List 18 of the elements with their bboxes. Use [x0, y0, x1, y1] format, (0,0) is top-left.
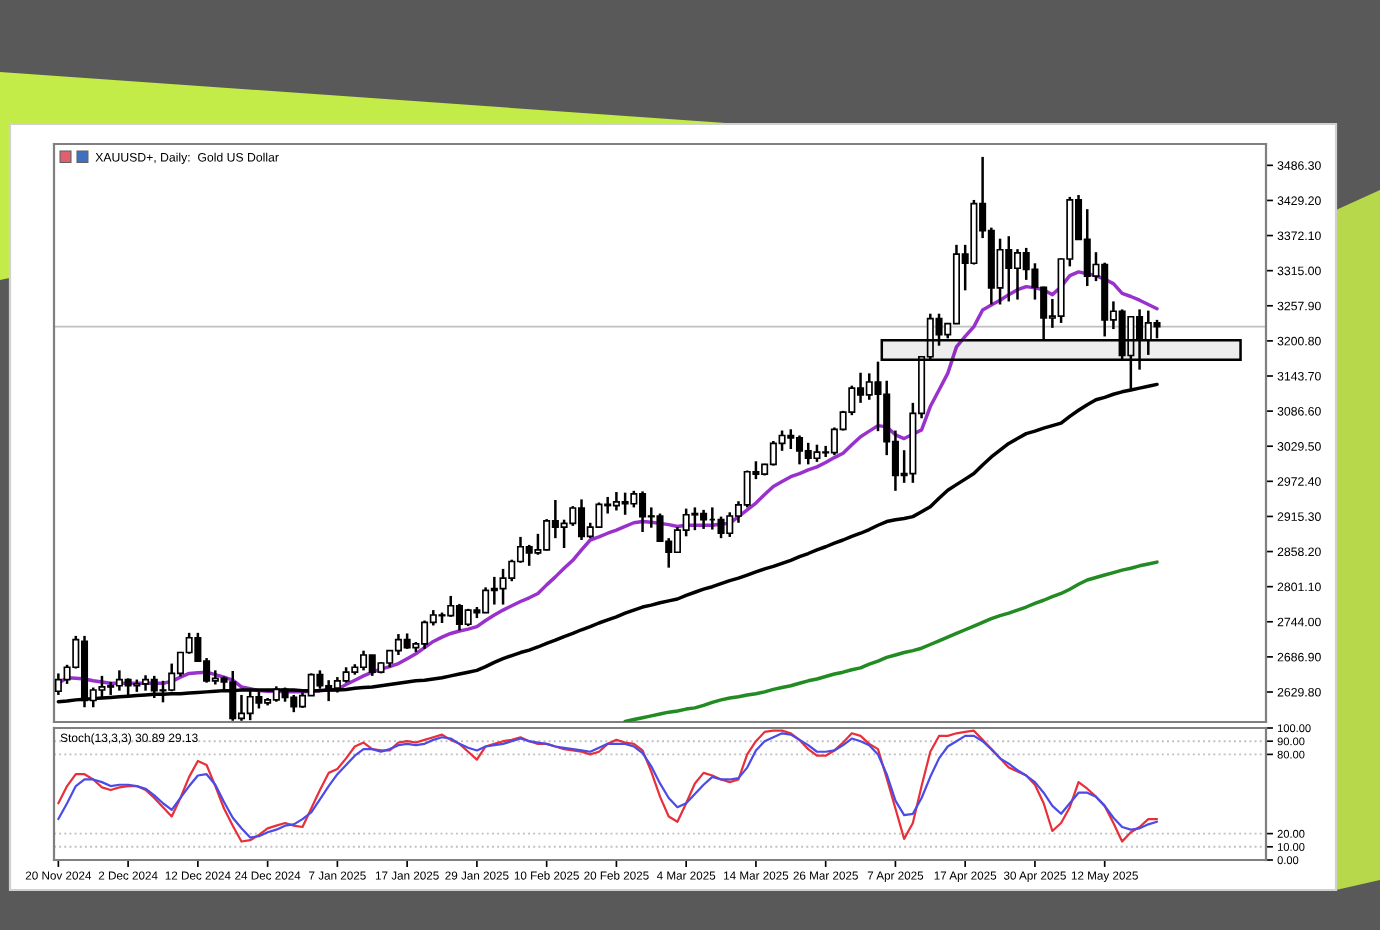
candlestick: [316, 669, 324, 691]
candlestick: [1013, 247, 1022, 301]
candlestick: [577, 498, 586, 542]
candlestick: [787, 428, 795, 451]
line-series: [623, 560, 1159, 722]
candlestick: [499, 567, 507, 606]
candlestick: [795, 434, 804, 466]
candlestick: [691, 506, 699, 532]
candlestick: [621, 491, 629, 517]
candlestick: [124, 677, 132, 699]
candlestick: [717, 515, 725, 540]
candlestick: [525, 543, 533, 568]
candlestick: [1005, 234, 1013, 303]
candlestick: [1022, 246, 1030, 282]
candlestick: [804, 441, 812, 466]
candlestick: [743, 469, 751, 509]
candlestick: [595, 501, 603, 529]
candlestick: [996, 237, 1004, 306]
